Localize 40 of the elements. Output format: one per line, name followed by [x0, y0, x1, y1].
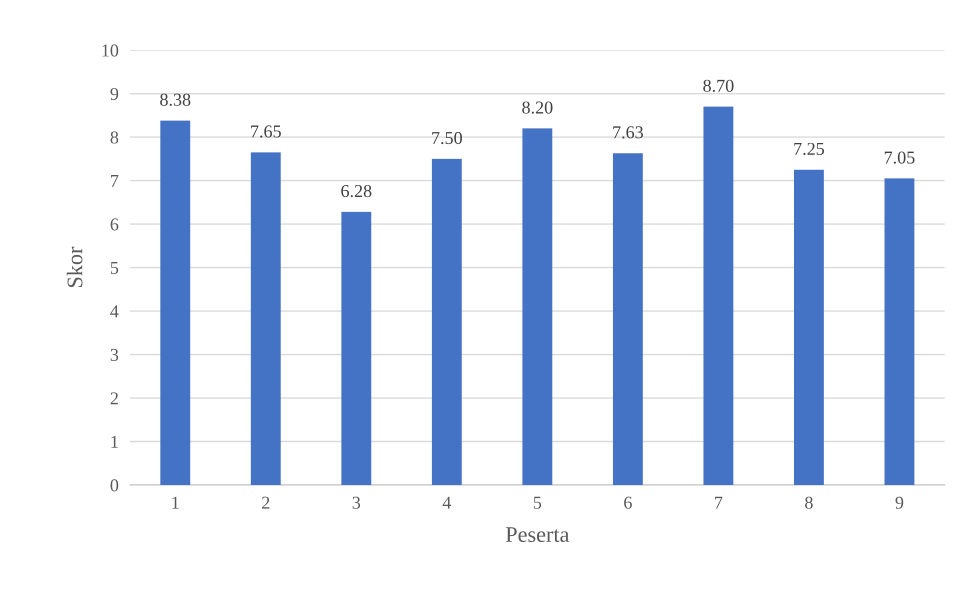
bar — [522, 128, 552, 485]
x-tick-label: 3 — [352, 496, 360, 509]
y-tick-label: 2 — [110, 392, 118, 404]
data-label: 6.28 — [341, 184, 372, 198]
x-tick-label: 2 — [262, 496, 270, 509]
y-tick-label: 7 — [111, 175, 118, 187]
data-label: 8.70 — [703, 80, 734, 92]
y-tick-label: 1 — [111, 436, 118, 448]
y-tick-label: 9 — [110, 88, 118, 100]
y-tick-label: 4 — [110, 305, 119, 318]
data-label: 7.50 — [432, 132, 462, 144]
x-tick-label: 5 — [534, 496, 542, 509]
x-axis-title: Peserta — [506, 527, 570, 542]
bar — [432, 158, 462, 485]
x-tick-label: 4 — [442, 496, 452, 509]
bar — [794, 170, 824, 485]
data-label: 8.38 — [160, 94, 190, 106]
y-tick-label: 5 — [110, 262, 118, 274]
bar — [884, 178, 914, 485]
data-label: 7.05 — [884, 151, 915, 164]
bar — [341, 212, 372, 485]
bar — [703, 106, 734, 485]
x-tick-label: 6 — [624, 496, 632, 509]
data-label: 7.25 — [794, 142, 824, 156]
y-tick-label: 0 — [110, 479, 118, 492]
bar — [250, 152, 281, 485]
x-tick-label: 9 — [896, 496, 904, 509]
x-tick-label: 8 — [805, 496, 813, 509]
data-label: 7.63 — [613, 126, 643, 139]
x-tick-label: 7 — [715, 496, 722, 509]
bar — [160, 120, 190, 485]
y-tick-label: 8 — [110, 131, 118, 144]
x-tick-label: 1 — [172, 496, 179, 509]
y-tick-label: 10 — [102, 44, 118, 57]
data-label: 7.65 — [251, 125, 281, 138]
bar — [612, 153, 643, 485]
y-tick-label: 6 — [110, 218, 118, 231]
data-label: 8.20 — [522, 101, 552, 114]
y-tick-label: 3 — [110, 348, 118, 361]
y-axis-title: Skor — [66, 246, 82, 288]
